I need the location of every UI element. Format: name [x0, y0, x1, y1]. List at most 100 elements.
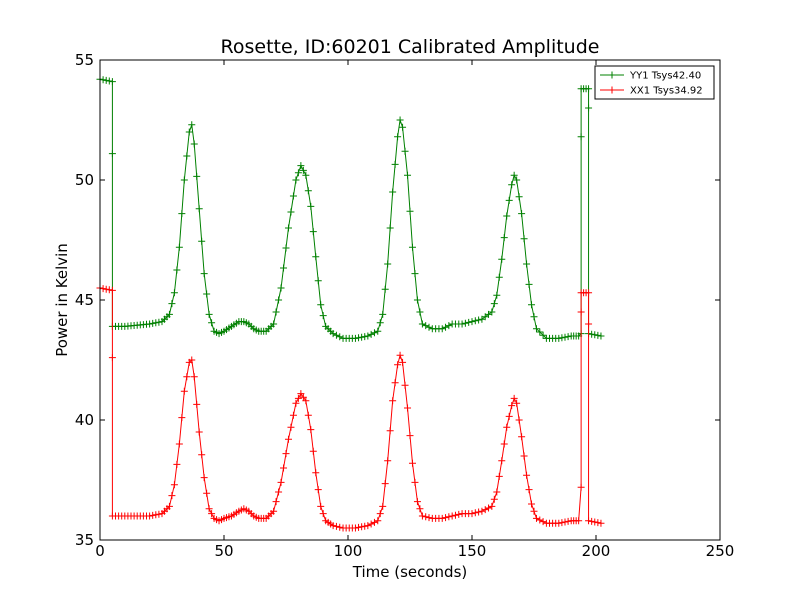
- data-point: [294, 394, 302, 402]
- data-point: [539, 331, 547, 339]
- data-point: [102, 76, 110, 84]
- data-point: [355, 334, 363, 342]
- series-layer: [96, 75, 605, 532]
- legend-box: [594, 65, 715, 100]
- data-point: [152, 319, 160, 327]
- legend-label: XX1 Tsys34.92: [630, 86, 703, 97]
- data-point: [530, 313, 538, 321]
- data-point: [102, 285, 110, 293]
- y-tick-label: 40: [75, 411, 94, 429]
- data-point: [307, 202, 315, 210]
- data-point: [500, 234, 508, 242]
- data-point: [379, 310, 387, 318]
- data-point: [336, 333, 344, 341]
- data-point: [391, 160, 399, 168]
- data-point: [188, 356, 196, 364]
- data-point: [503, 423, 511, 431]
- y-tick-label: 45: [75, 291, 94, 309]
- data-point: [168, 492, 176, 500]
- data-point: [591, 331, 599, 339]
- data-point: [190, 373, 198, 381]
- data-point: [597, 332, 605, 340]
- data-point: [445, 322, 453, 330]
- data-point: [564, 333, 572, 341]
- data-point: [198, 237, 206, 245]
- data-point: [280, 264, 288, 272]
- data-point: [495, 472, 503, 480]
- y-tick-label: 50: [75, 171, 94, 189]
- data-point: [418, 320, 426, 328]
- data-point: [183, 373, 191, 381]
- data-point: [411, 478, 419, 486]
- data-point: [503, 212, 511, 220]
- data-point: [203, 489, 211, 497]
- x-tick-label: 200: [582, 542, 611, 560]
- data-point: [200, 474, 208, 482]
- data-point: [289, 192, 297, 200]
- data-point: [370, 329, 378, 337]
- data-point: [394, 133, 402, 141]
- data-point: [389, 397, 397, 405]
- legend-marker: [608, 71, 616, 79]
- data-point: [355, 523, 363, 531]
- data-point: [307, 426, 315, 434]
- data-point: [272, 308, 280, 316]
- data-point: [515, 193, 523, 201]
- data-point: [475, 508, 483, 516]
- data-point: [284, 435, 292, 443]
- data-point: [513, 176, 521, 184]
- data-point: [493, 488, 501, 496]
- data-point: [594, 519, 602, 527]
- plot-frame: [99, 59, 721, 541]
- data-point: [505, 412, 513, 420]
- x-axis-label: Time (seconds): [352, 563, 468, 581]
- data-point: [488, 308, 496, 316]
- data-point: [376, 510, 384, 518]
- data-point: [585, 85, 593, 93]
- data-point: [287, 208, 295, 216]
- data-point: [461, 319, 469, 327]
- y-tick-label: 55: [75, 51, 94, 69]
- data-point: [282, 244, 290, 252]
- data-point: [180, 176, 188, 184]
- data-point: [108, 78, 116, 86]
- data-point: [319, 312, 327, 320]
- data-point: [376, 319, 384, 327]
- data-point: [319, 510, 327, 518]
- data-point: [314, 277, 322, 285]
- chart-title: Rosette, ID:60201 Calibrated Amplitude: [221, 36, 600, 58]
- data-point: [302, 171, 310, 179]
- data-point: [518, 433, 526, 441]
- data-point: [302, 397, 310, 405]
- data-point: [413, 498, 421, 506]
- data-point: [351, 334, 359, 342]
- data-point: [518, 210, 526, 218]
- data-point: [422, 322, 430, 330]
- data-point: [564, 517, 572, 525]
- data-point: [358, 523, 366, 531]
- data-point: [173, 266, 181, 274]
- data-point: [367, 520, 375, 528]
- data-point: [384, 457, 392, 465]
- data-point: [170, 289, 178, 297]
- data-point: [195, 205, 203, 213]
- y-axis-label: Power in Kelvin: [53, 243, 71, 357]
- data-point: [205, 505, 213, 513]
- data-point: [455, 510, 463, 518]
- data-point: [277, 478, 285, 486]
- data-point: [413, 296, 421, 304]
- data-point: [381, 285, 389, 293]
- data-point: [155, 510, 163, 518]
- series-line: [99, 287, 602, 529]
- data-point: [361, 522, 369, 530]
- data-point: [513, 399, 521, 407]
- x-tick-label: 250: [706, 542, 735, 560]
- data-point: [416, 505, 424, 513]
- data-point: [404, 171, 412, 179]
- data-point: [175, 440, 183, 448]
- data-point: [500, 440, 508, 448]
- x-tick-label: 100: [334, 542, 363, 560]
- data-point: [185, 128, 193, 136]
- data-point: [389, 188, 397, 196]
- data-point: [577, 133, 585, 141]
